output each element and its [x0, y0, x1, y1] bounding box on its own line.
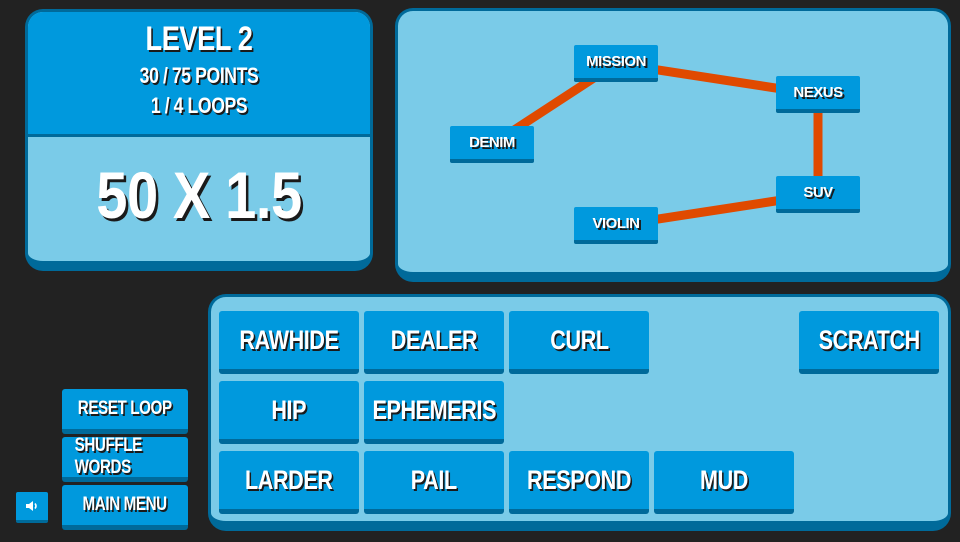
word-label: Respond [526, 464, 632, 495]
word-label: Curl [549, 324, 609, 355]
shuffle-words-button[interactable]: Shuffle Words [62, 435, 188, 482]
word-label: Mud [700, 464, 748, 495]
graph-node-violin[interactable]: Violin [574, 207, 658, 244]
level-title: Level 2 [145, 20, 253, 58]
word-tile[interactable]: Hip [219, 381, 359, 444]
word-tile[interactable]: Larder [219, 451, 359, 514]
graph-node-suv[interactable]: Suv [776, 176, 860, 213]
shuffle-words-label: Shuffle Words [74, 435, 143, 478]
graph-node-nexus[interactable]: Nexus [776, 76, 860, 113]
word-label: Hip [271, 394, 307, 425]
word-graph-panel: Mission Nexus Denim Suv Violin [395, 8, 951, 282]
sound-toggle-button[interactable] [16, 492, 48, 523]
word-tiles-panel: Rawhide Dealer Curl Scratch Hip Ephemeri… [208, 294, 951, 531]
word-tile[interactable]: Rawhide [219, 311, 359, 374]
word-tile[interactable]: Mud [654, 451, 794, 514]
points-counter: 30 / 75 Points [139, 63, 259, 88]
word-tile[interactable]: Dealer [364, 311, 504, 374]
main-menu-button[interactable]: Main Menu [62, 485, 188, 530]
reset-loop-button[interactable]: Reset Loop [62, 389, 188, 434]
graph-node-mission[interactable]: Mission [574, 45, 658, 82]
word-tile[interactable]: Curl [509, 311, 649, 374]
word-label: Scratch [818, 324, 920, 355]
word-label: Ephemeris [372, 394, 496, 425]
word-label: Rawhide [239, 324, 339, 355]
word-tile[interactable]: Pail [364, 451, 504, 514]
word-label: Larder [245, 464, 333, 495]
word-label: Dealer [390, 324, 478, 355]
loops-counter: 1 / 4 Loops [150, 93, 248, 118]
score-panel: Level 2 30 / 75 Points 1 / 4 Loops 50 X … [25, 9, 373, 271]
graph-node-denim[interactable]: Denim [450, 126, 534, 163]
word-label: Pail [411, 464, 457, 495]
main-menu-label: Main Menu [82, 494, 168, 515]
word-tile[interactable]: Scratch [799, 311, 939, 374]
speaker-icon [26, 501, 37, 511]
reset-loop-label: Reset Loop [78, 398, 172, 419]
word-tile[interactable]: Ephemeris [364, 381, 504, 444]
score-multiplier: 50 X 1.5 [96, 158, 302, 232]
score-header: Level 2 30 / 75 Points 1 / 4 Loops [28, 12, 370, 137]
word-tile[interactable]: Respond [509, 451, 649, 514]
